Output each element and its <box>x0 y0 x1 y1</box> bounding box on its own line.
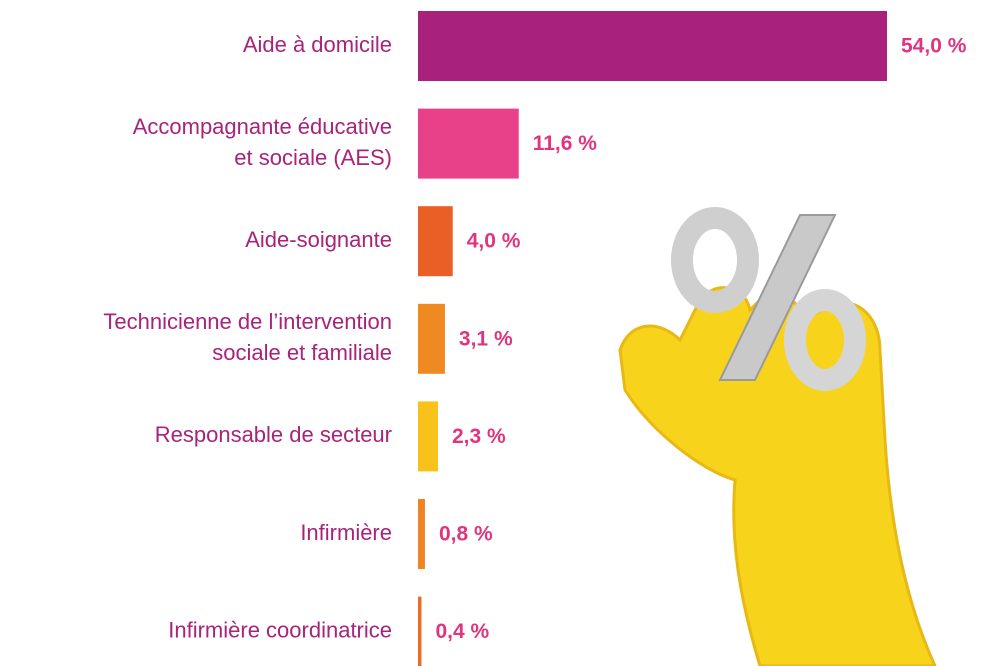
category-label: Accompagnante éducative <box>133 114 392 139</box>
hand <box>618 286 937 666</box>
percent-symbol <box>671 207 866 391</box>
bar <box>418 206 453 277</box>
bar <box>418 108 519 179</box>
bar <box>418 11 887 81</box>
value-label: 54,0 % <box>901 35 967 58</box>
value-label: 0,4 % <box>435 620 489 643</box>
category-label: Infirmière <box>300 520 392 545</box>
category-label: Aide-soignante <box>245 227 392 252</box>
value-label: 3,1 % <box>459 327 513 350</box>
value-label: 2,3 % <box>452 425 506 448</box>
bar <box>418 303 445 374</box>
category-label: Technicienne de l’intervention <box>103 309 392 334</box>
value-label: 0,8 % <box>439 523 493 546</box>
category-label: Infirmière coordinatrice <box>168 617 392 642</box>
value-label: 11,6 % <box>533 132 598 155</box>
bar <box>418 401 438 472</box>
hand-illustration <box>618 207 937 666</box>
category-label: sociale et familiale <box>212 340 392 365</box>
value-label: 4,0 % <box>467 230 521 253</box>
category-label: et sociale (AES) <box>234 145 392 170</box>
bar <box>418 596 422 666</box>
category-label: Responsable de secteur <box>155 422 392 447</box>
category-label: Aide à domicile <box>243 32 392 57</box>
bar <box>418 499 425 569</box>
